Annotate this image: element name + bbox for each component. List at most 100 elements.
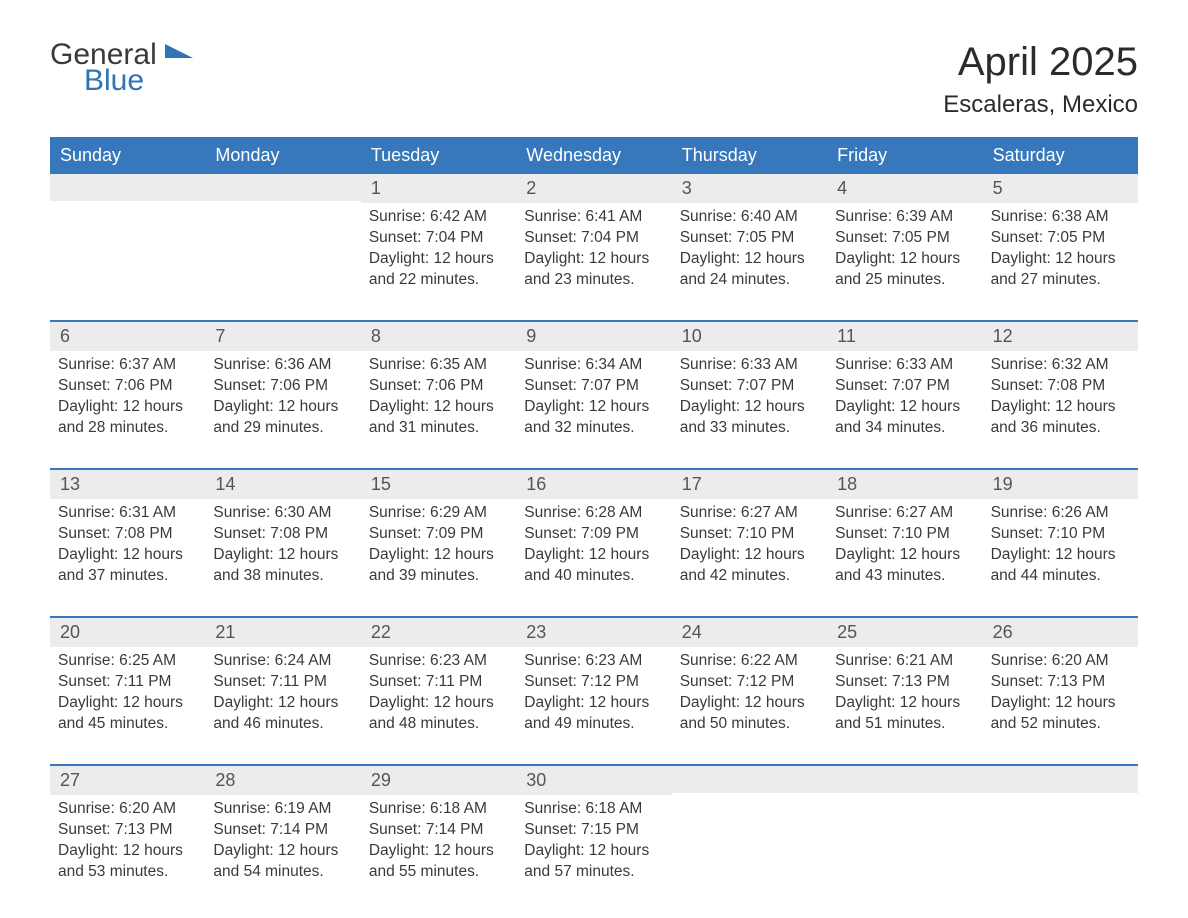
day-body: Sunrise: 6:22 AMSunset: 7:12 PMDaylight:… [680, 651, 819, 735]
daylight-text: Daylight: 12 hours and 40 minutes. [524, 545, 663, 587]
sunset-text: Sunset: 7:06 PM [58, 376, 197, 397]
sunset-text: Sunset: 7:14 PM [213, 820, 352, 841]
daylight-text: Daylight: 12 hours and 31 minutes. [369, 397, 508, 439]
day-number-empty [983, 766, 1138, 793]
day-number: 21 [205, 618, 360, 647]
day-number: 27 [50, 766, 205, 795]
daylight-text: Daylight: 12 hours and 23 minutes. [524, 249, 663, 291]
week-row: 6Sunrise: 6:37 AMSunset: 7:06 PMDaylight… [50, 320, 1138, 454]
day-body: Sunrise: 6:27 AMSunset: 7:10 PMDaylight:… [680, 503, 819, 587]
daylight-text: Daylight: 12 hours and 54 minutes. [213, 841, 352, 883]
dow-thursday: Thursday [672, 137, 827, 174]
day-number: 26 [983, 618, 1138, 647]
sunrise-text: Sunrise: 6:21 AM [835, 651, 974, 672]
sunset-text: Sunset: 7:10 PM [680, 524, 819, 545]
day-number: 20 [50, 618, 205, 647]
sunset-text: Sunset: 7:13 PM [58, 820, 197, 841]
day-cell [50, 174, 205, 306]
weeks-container: 1Sunrise: 6:42 AMSunset: 7:04 PMDaylight… [50, 174, 1138, 898]
day-number: 15 [361, 470, 516, 499]
daylight-text: Daylight: 12 hours and 55 minutes. [369, 841, 508, 883]
daylight-text: Daylight: 12 hours and 48 minutes. [369, 693, 508, 735]
day-number: 10 [672, 322, 827, 351]
day-cell: 5Sunrise: 6:38 AMSunset: 7:05 PMDaylight… [983, 174, 1138, 306]
daylight-text: Daylight: 12 hours and 36 minutes. [991, 397, 1130, 439]
sunrise-text: Sunrise: 6:24 AM [213, 651, 352, 672]
daylight-text: Daylight: 12 hours and 22 minutes. [369, 249, 508, 291]
sunrise-text: Sunrise: 6:26 AM [991, 503, 1130, 524]
day-cell [672, 766, 827, 898]
day-cell: 15 Sunrise: 6:29 AMSunset: 7:09 PMDayligh… [361, 470, 516, 602]
day-number-empty [827, 766, 982, 793]
day-number: 2 [516, 174, 671, 203]
sunrise-text: Sunrise: 6:33 AM [835, 355, 974, 376]
sunset-text: Sunset: 7:13 PM [991, 672, 1130, 693]
dow-header-row: Sunday Monday Tuesday Wednesday Thursday… [50, 137, 1138, 174]
sunset-text: Sunset: 7:10 PM [835, 524, 974, 545]
sunset-text: Sunset: 7:13 PM [835, 672, 974, 693]
dow-saturday: Saturday [983, 137, 1138, 174]
month-title: April 2025 [943, 40, 1138, 85]
dow-wednesday: Wednesday [516, 137, 671, 174]
day-body: Sunrise: 6:23 AMSunset: 7:11 PMDaylight:… [369, 651, 508, 735]
daylight-text: Daylight: 12 hours and 28 minutes. [58, 397, 197, 439]
sunrise-text: Sunrise: 6:33 AM [680, 355, 819, 376]
day-number: 19 [983, 470, 1138, 499]
sunrise-text: Sunrise: 6:28 AM [524, 503, 663, 524]
sunrise-text: Sunrise: 6:29 AM [369, 503, 508, 524]
day-number: 25 [827, 618, 982, 647]
week-row: 27 Sunrise: 6:20 AMSunset: 7:13 PMDayligh… [50, 764, 1138, 898]
title-block: April 2025 Escaleras, Mexico [943, 40, 1138, 119]
daylight-text: Daylight: 12 hours and 32 minutes. [524, 397, 663, 439]
sunset-text: Sunset: 7:11 PM [213, 672, 352, 693]
sunrise-text: Sunrise: 6:23 AM [369, 651, 508, 672]
daylight-text: Daylight: 12 hours and 37 minutes. [58, 545, 197, 587]
day-number: 29 [361, 766, 516, 795]
dow-monday: Monday [205, 137, 360, 174]
week-row: 20Sunrise: 6:25 AMSunset: 7:11 PMDayligh… [50, 616, 1138, 750]
day-cell [983, 766, 1138, 898]
daylight-text: Daylight: 12 hours and 25 minutes. [835, 249, 974, 291]
brand-word2: Blue [84, 66, 193, 96]
sunrise-text: Sunrise: 6:32 AM [991, 355, 1130, 376]
day-number: 14 [205, 470, 360, 499]
day-number: 4 [827, 174, 982, 203]
daylight-text: Daylight: 12 hours and 44 minutes. [991, 545, 1130, 587]
sunrise-text: Sunrise: 6:31 AM [58, 503, 197, 524]
day-number: 17 [672, 470, 827, 499]
day-cell: 4Sunrise: 6:39 AMSunset: 7:05 PMDaylight… [827, 174, 982, 306]
day-cell: 25 Sunrise: 6:21 AMSunset: 7:13 PMDayligh… [827, 618, 982, 750]
day-number: 22 [361, 618, 516, 647]
day-number: 3 [672, 174, 827, 203]
day-body: Sunrise: 6:42 AMSunset: 7:04 PMDaylight:… [369, 207, 508, 291]
day-body: Sunrise: 6:33 AMSunset: 7:07 PMDaylight:… [680, 355, 819, 439]
daylight-text: Daylight: 12 hours and 33 minutes. [680, 397, 819, 439]
sunrise-text: Sunrise: 6:22 AM [680, 651, 819, 672]
day-number: 5 [983, 174, 1138, 203]
day-cell: 29Sunrise: 6:18 AMSunset: 7:14 PMDayligh… [361, 766, 516, 898]
sunrise-text: Sunrise: 6:38 AM [991, 207, 1130, 228]
day-cell: 30Sunrise: 6:18 AMSunset: 7:15 PMDayligh… [516, 766, 671, 898]
day-body: Sunrise: 6:20 AMSunset: 7:13 PMDaylight:… [991, 651, 1130, 735]
day-body: Sunrise: 6:20 AMSunset: 7:13 PMDaylight:… [58, 799, 197, 883]
day-cell: 12Sunrise: 6:32 AMSunset: 7:08 PMDayligh… [983, 322, 1138, 454]
day-cell: 18Sunrise: 6:27 AMSunset: 7:10 PMDayligh… [827, 470, 982, 602]
day-body: Sunrise: 6:19 AMSunset: 7:14 PMDaylight:… [213, 799, 352, 883]
day-number: 13 [50, 470, 205, 499]
week-row: 1Sunrise: 6:42 AMSunset: 7:04 PMDaylight… [50, 174, 1138, 306]
day-body: Sunrise: 6:35 AMSunset: 7:06 PMDaylight:… [369, 355, 508, 439]
daylight-text: Daylight: 12 hours and 50 minutes. [680, 693, 819, 735]
dow-friday: Friday [827, 137, 982, 174]
day-body: Sunrise: 6:29 AMSunset: 7:09 PMDaylight:… [369, 503, 508, 587]
day-cell: 10 Sunrise: 6:33 AMSunset: 7:07 PMDayligh… [672, 322, 827, 454]
sunset-text: Sunset: 7:11 PM [58, 672, 197, 693]
sunset-text: Sunset: 7:08 PM [58, 524, 197, 545]
sunrise-text: Sunrise: 6:37 AM [58, 355, 197, 376]
sunset-text: Sunset: 7:08 PM [213, 524, 352, 545]
day-cell: 24Sunrise: 6:22 AMSunset: 7:12 PMDayligh… [672, 618, 827, 750]
day-body: Sunrise: 6:37 AMSunset: 7:06 PMDaylight:… [58, 355, 197, 439]
day-cell: 23Sunrise: 6:23 AMSunset: 7:12 PMDayligh… [516, 618, 671, 750]
brand-logo: General Blue [50, 40, 193, 96]
day-body: Sunrise: 6:21 AMSunset: 7:13 PMDaylight:… [835, 651, 974, 735]
daylight-text: Daylight: 12 hours and 53 minutes. [58, 841, 197, 883]
